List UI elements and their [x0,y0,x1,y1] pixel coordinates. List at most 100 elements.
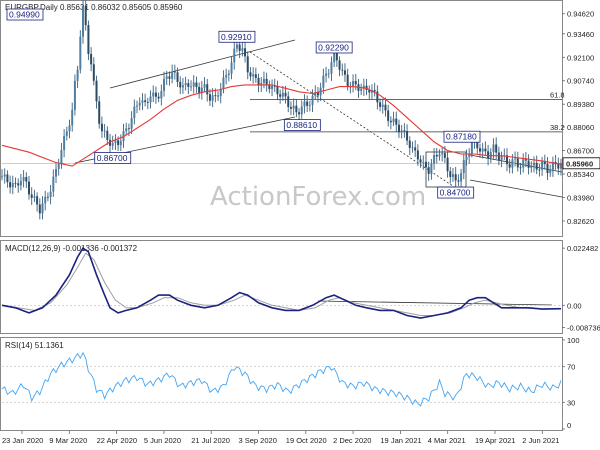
candle-body [125,128,128,132]
candle-body [419,159,422,163]
candle-body [384,104,387,111]
candle-body [373,90,376,92]
candle-body [395,118,398,125]
candle-body [184,83,187,86]
candle-body [303,101,306,107]
candle-body [516,158,519,168]
watermark: ActionForex.com [210,182,426,212]
candle-body [300,106,303,115]
candle-body [400,130,403,133]
candle-body [457,180,460,182]
candle-body [149,96,152,103]
candle-body [325,73,328,76]
rsi-header: RSI(14) 51.1361 [5,341,64,350]
upper-channel-line [109,39,296,89]
candle-body [52,176,55,192]
candle-body [179,81,182,88]
price-label: 0.88610 [286,120,317,130]
candle-body [441,153,444,155]
candle-body [354,81,357,85]
candle-body [252,74,255,77]
candle-body [82,6,85,37]
date-label: 2 Dec 2020 [333,436,371,445]
candle-body [138,102,141,106]
candle-body [192,82,195,87]
candle-body [314,92,317,96]
candle-body [33,196,36,198]
candle-body [3,174,6,177]
candle-body [190,86,193,88]
candle-body [408,140,411,148]
date-label: 19 Apr 2021 [475,436,515,445]
rsi-tick-label: 30 [567,398,575,407]
candle-body [244,48,247,57]
price-label: 0.87180 [446,132,477,142]
macd-header: MACD(12,26,9) -0.001336 -0.001372 [5,244,138,253]
candle-body [168,76,171,79]
fib-label: 61.8 [550,90,565,99]
candle-body [327,73,330,75]
candle-body [95,80,98,102]
price-tick-label: 0.90740 [567,77,594,86]
price-tick-label: 0.92100 [567,53,594,62]
price-label-box [218,30,256,43]
candle-body [41,203,44,214]
candle-body [298,112,301,115]
candle-body [273,85,276,87]
candle-body [65,131,68,136]
date-label: 5 Jun 2020 [144,436,181,445]
candle-body [557,164,560,169]
candle-body [392,118,395,123]
candle-body [238,44,241,51]
candle-body [114,140,117,143]
candle-body [17,183,20,186]
candle-body [144,100,147,102]
candle-body [316,92,319,96]
price-tick-label: 0.93460 [567,30,594,39]
candle-body [460,173,463,182]
candle-body [295,105,298,113]
rsi-line [1,351,562,407]
candle-body [438,154,441,157]
candle-body [560,163,562,169]
candle-body [230,62,233,74]
candle-body [522,159,525,168]
candle-body [546,164,549,174]
candle-body [98,101,101,124]
candle-body [222,77,225,89]
candle-body [44,196,47,204]
candle-body [416,150,419,160]
candle-body [1,176,3,178]
candle-body [532,162,535,166]
price-tick-label: 0.94620 [567,10,594,19]
candle-body [541,161,544,170]
rsi-tick-label: 0 [567,421,571,430]
price-label-box [443,130,481,143]
candle-body [489,152,492,159]
price-label: 0.92910 [221,32,252,42]
candle-body [281,92,284,97]
candle-body [92,64,95,81]
candle-body [130,118,133,129]
candle-body [6,174,9,183]
date-label: 19 Jan 2021 [380,436,421,445]
macd-tick-label: -0.008736 [567,324,600,333]
macd-tick-label: 0.00 [567,301,582,310]
date-label: 9 Mar 2020 [49,436,87,445]
candle-body [90,53,93,65]
date-label: 3 Sep 2020 [239,436,277,445]
candle-body [352,81,355,87]
price-label-box [283,119,321,131]
price-tick-label: 0.82620 [567,217,594,226]
candle-body [9,182,12,188]
candle-body [76,69,79,81]
candle-body [119,140,122,146]
candle-body [87,25,90,54]
candle-body [481,148,484,152]
date-label: 23 Jan 2020 [2,436,43,445]
candle-body [214,95,217,97]
candle-body [181,85,184,88]
candle-body [449,171,452,177]
candle-body [549,169,552,174]
